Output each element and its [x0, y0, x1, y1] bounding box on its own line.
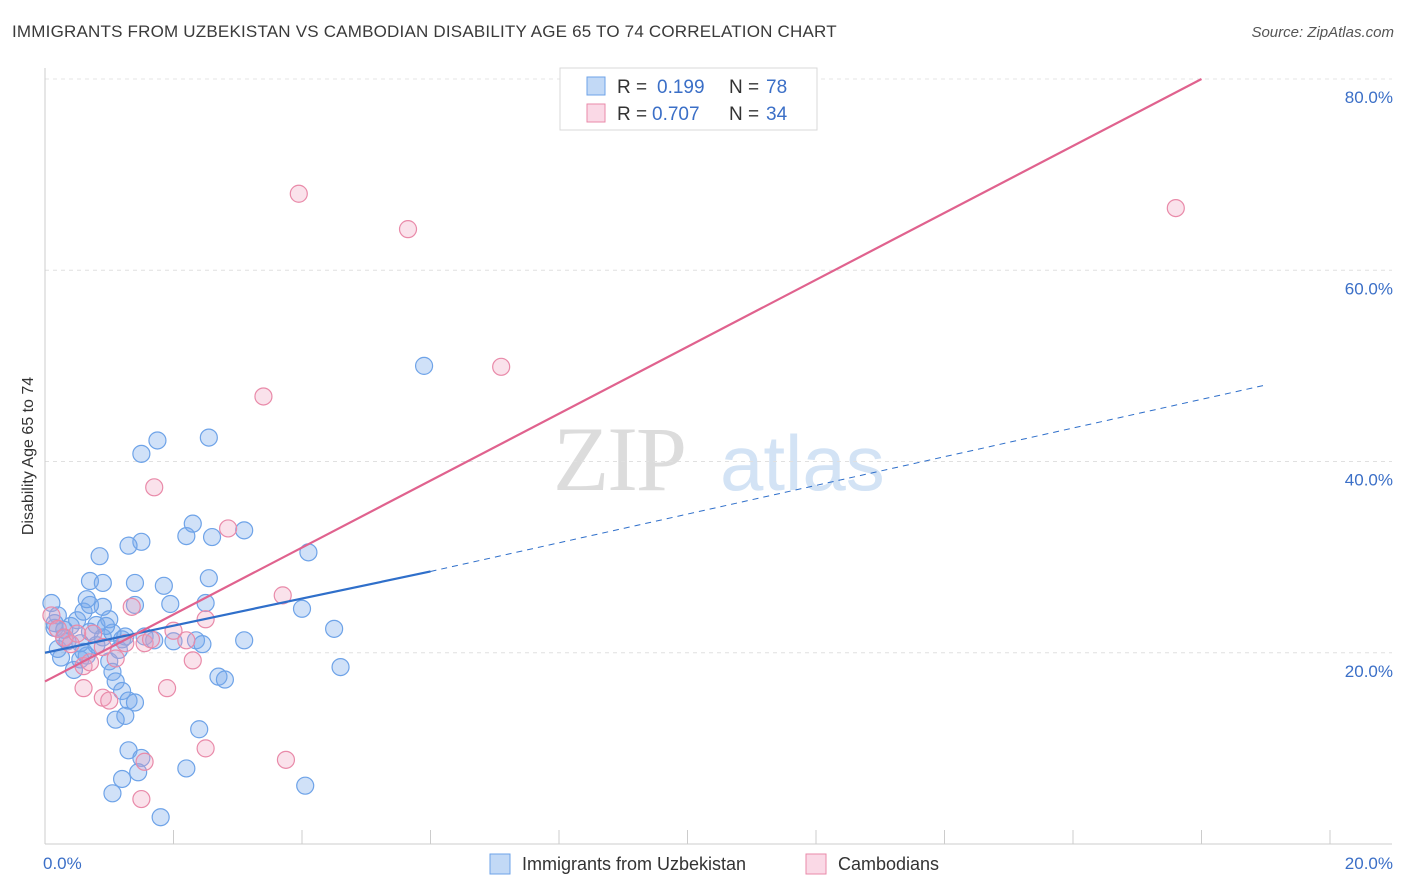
point-cambodians-31 — [492, 357, 511, 376]
point-uzbekistan-58 — [177, 759, 196, 778]
point-uzbekistan-56 — [235, 631, 254, 650]
legend-r-label-2: R = — [617, 104, 647, 125]
point-cambodians-21 — [177, 631, 196, 650]
legend-n-value-1: 78 — [766, 77, 787, 98]
legend-swatch-uzbekistan — [586, 76, 606, 96]
bottom-legend-label-uzbekistan: Immigrants from Uzbekistan — [522, 854, 746, 874]
point-cambodians-22 — [183, 651, 202, 670]
point-uzbekistan-66 — [292, 599, 312, 618]
point-uzbekistan-20 — [77, 590, 96, 609]
point-cambodians-12 — [106, 649, 125, 668]
trend-line-cambodians — [44, 78, 1203, 683]
legend-n-label-1: N = — [729, 77, 759, 98]
point-cambodians-29 — [276, 750, 296, 769]
y-tick-label-80: 80.0% — [1345, 88, 1393, 107]
legend-r-label-1: R = — [617, 77, 647, 98]
point-cambodians-33 — [1166, 198, 1185, 218]
point-cambodians-7 — [74, 679, 93, 698]
point-cambodians-24 — [196, 739, 215, 758]
legend-r-value-2: 0.707 — [652, 104, 700, 125]
point-uzbekistan-27 — [106, 672, 125, 691]
point-cambodians-26 — [145, 478, 164, 497]
point-uzbekistan-52 — [202, 527, 222, 547]
source-label: Source: ZipAtlas.com — [1251, 24, 1394, 41]
y-axis-title: Disability Age 65 to 74 — [20, 377, 37, 535]
watermark-atlas: atlas — [720, 419, 885, 507]
legend-swatch-cambodians — [586, 103, 606, 123]
point-uzbekistan-22 — [93, 573, 112, 593]
point-cambodians-27 — [254, 387, 273, 406]
point-uzbekistan-40 — [125, 595, 145, 615]
point-uzbekistan-61 — [119, 536, 138, 555]
y-tick-labels: 20.0% 40.0% 60.0% 80.0% — [1345, 88, 1393, 681]
y-tick-label-60: 60.0% — [1345, 279, 1393, 298]
point-cambodians-18 — [132, 789, 151, 809]
series-uzbekistan-points — [42, 356, 434, 827]
watermark-zip: ZIP — [553, 408, 685, 510]
point-uzbekistan-51 — [199, 569, 218, 588]
point-uzbekistan-69 — [296, 776, 315, 795]
point-cambodians-28 — [273, 586, 292, 605]
series-cambodians-points — [42, 184, 1185, 809]
y-tick-label-20: 20.0% — [1345, 662, 1393, 681]
point-cambodians-9 — [100, 691, 119, 710]
point-uzbekistan-33 — [106, 710, 125, 729]
point-uzbekistan-38 — [112, 769, 132, 789]
point-uzbekistan-68 — [331, 657, 350, 677]
point-cambodians-30 — [289, 184, 308, 203]
point-uzbekistan-44 — [161, 594, 180, 614]
point-uzbekistan-54 — [215, 670, 234, 689]
point-uzbekistan-23 — [90, 547, 109, 566]
axes — [44, 68, 1392, 845]
point-cambodians-4 — [68, 624, 87, 643]
top-legend: R = 0.199 N = 78 R = 0.707 N = 34 — [559, 67, 818, 131]
legend-r-value-1: 0.199 — [657, 77, 705, 98]
legend-n-value-2: 34 — [766, 104, 788, 125]
bottom-legend-swatch-cambodians — [805, 853, 827, 875]
x-tick-label-min: 0.0% — [43, 854, 82, 873]
point-uzbekistan-39 — [103, 784, 122, 803]
point-cambodians-25 — [219, 519, 238, 538]
point-cambodians-17 — [135, 752, 154, 771]
bottom-legend-label-cambodians: Cambodians — [838, 854, 939, 874]
point-uzbekistan-55 — [235, 521, 254, 540]
bottom-legend-swatch-uzbekistan — [489, 853, 511, 875]
y-tick-label-40: 40.0% — [1345, 471, 1393, 490]
grid-lines — [45, 78, 1392, 654]
point-uzbekistan-64 — [199, 428, 218, 447]
point-uzbekistan-47 — [183, 514, 202, 533]
point-uzbekistan-34 — [125, 693, 145, 712]
point-uzbekistan-62 — [132, 444, 151, 463]
point-cambodians-14 — [122, 597, 141, 616]
point-uzbekistan-19 — [80, 595, 100, 615]
x-tick-labels: 0.0% 20.0% — [43, 854, 1393, 873]
point-uzbekistan-32 — [116, 706, 135, 725]
point-uzbekistan-43 — [154, 576, 173, 595]
x-tick-label-max: 20.0% — [1345, 854, 1393, 873]
point-uzbekistan-70 — [414, 356, 434, 375]
point-uzbekistan-63 — [148, 431, 167, 450]
point-uzbekistan-67 — [325, 619, 344, 638]
top-legend-box — [559, 67, 818, 131]
point-uzbekistan-59 — [151, 808, 170, 827]
point-uzbekistan-57 — [190, 720, 209, 739]
point-uzbekistan-26 — [103, 662, 122, 681]
trend-line-uzbekistan — [44, 570, 431, 654]
point-uzbekistan-41 — [125, 573, 145, 593]
point-uzbekistan-31 — [119, 691, 138, 710]
bottom-legend: Immigrants from Uzbekistan Cambodians — [489, 853, 939, 875]
point-uzbekistan-28 — [112, 681, 132, 701]
point-cambodians-16 — [141, 630, 161, 649]
trend-lines — [44, 78, 1266, 683]
point-uzbekistan-37 — [129, 763, 148, 782]
point-cambodians-19 — [157, 679, 177, 698]
point-cambodians-32 — [398, 220, 418, 239]
chart-title: IMMIGRANTS FROM UZBEKISTAN VS CAMBODIAN … — [12, 22, 837, 41]
point-uzbekistan-45 — [164, 632, 183, 651]
point-uzbekistan-49 — [193, 635, 212, 654]
legend-n-label-2: N = — [729, 104, 759, 125]
